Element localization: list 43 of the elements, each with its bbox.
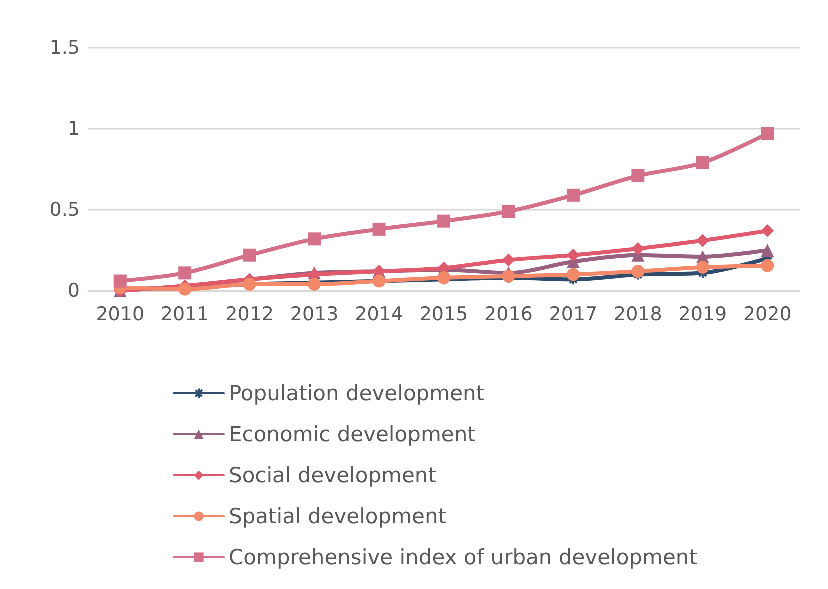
point [696, 261, 710, 274]
point [243, 248, 256, 262]
point [761, 259, 774, 272]
legend-label: Comprehensive index of urban development [229, 546, 698, 570]
point [696, 234, 710, 248]
legend-label: Social development [229, 464, 436, 488]
point [502, 254, 516, 267]
legend-label: Economic development [229, 422, 476, 446]
point [566, 268, 580, 282]
point [761, 224, 774, 238]
point [372, 222, 386, 236]
x-tick-label: 2019 [678, 304, 728, 326]
y-tick-label: 1 [68, 118, 80, 140]
legend-label: Spatial development [229, 504, 447, 528]
x-tick-label: 2018 [614, 304, 662, 326]
x-tick-label: 2020 [743, 304, 792, 326]
point [502, 205, 516, 218]
point [632, 265, 645, 278]
point [438, 214, 450, 228]
point [114, 274, 127, 288]
point [502, 270, 516, 283]
point [632, 169, 645, 182]
point [566, 248, 580, 262]
x-tick-label: 2010 [96, 304, 145, 326]
y-tick-label: 0 [68, 280, 80, 302]
x-tick-label: 2015 [420, 304, 468, 326]
point [632, 242, 645, 256]
y-tick-label: 0.5 [50, 199, 80, 221]
x-tick-label: 2016 [484, 304, 533, 326]
point [178, 266, 192, 280]
x-tick-label: 2011 [160, 304, 210, 326]
x-tick-label: 2017 [549, 304, 598, 326]
point [566, 188, 580, 202]
point [761, 244, 774, 257]
y-tick-label: 1.5 [50, 37, 80, 59]
point [761, 127, 774, 140]
x-tick-label: 2013 [290, 304, 339, 326]
point [696, 156, 710, 170]
point [308, 232, 322, 246]
x-tick-label: 2014 [355, 304, 404, 326]
x-tick-label: 2012 [226, 304, 274, 326]
point [308, 278, 322, 292]
legend-label: Population development [229, 382, 485, 406]
